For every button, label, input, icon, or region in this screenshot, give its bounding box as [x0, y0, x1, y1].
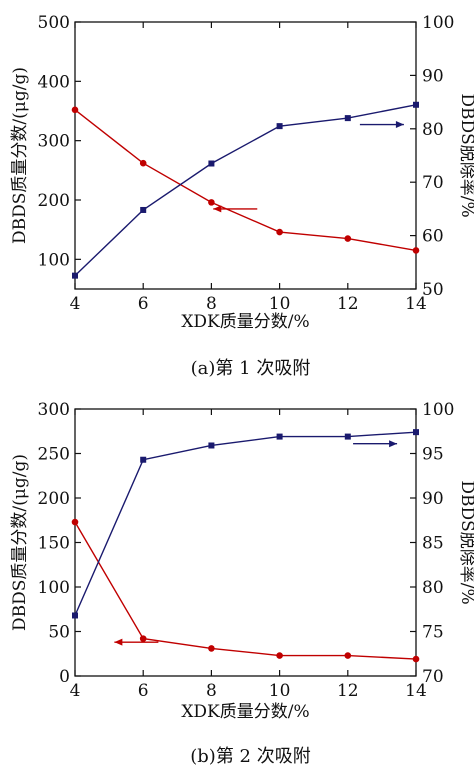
series-0-point: [412, 655, 420, 663]
series-0-point: [71, 106, 79, 114]
series-0-point: [139, 635, 147, 642]
x-tick-label: 8: [206, 294, 217, 314]
y-right-axis-label: DBDS脱除率/%: [457, 480, 474, 604]
x-axis-label: XDK质量分数/%: [181, 702, 309, 722]
series-0-point: [208, 199, 215, 206]
y-right-tick-label: 90: [422, 489, 444, 509]
y-right-tick-label: 50: [422, 280, 444, 300]
x-tick-label: 14: [405, 294, 427, 314]
series-1-line: [74, 431, 417, 616]
y-left-tick-label: 100: [38, 578, 70, 598]
chart-panel-a: 4 6 8 10 12 14 100 200 300 400 500 50 60 70 80 90 100 DBD…: [10, 13, 474, 379]
plot-frame: [74, 408, 417, 677]
series-0-arrowhead: [213, 205, 222, 213]
y-right-tick-label: 100: [422, 13, 454, 33]
x-axis-label: XDK质量分数/%: [181, 312, 309, 332]
y-right-tick-label: 70: [422, 173, 444, 193]
y-right-tick-label: 85: [422, 534, 444, 554]
series-1-arrowhead: [389, 440, 398, 448]
series-1-point: [413, 429, 419, 436]
series-1-point: [72, 612, 78, 619]
series-1-point: [140, 456, 147, 463]
y-right-tick-label: 90: [422, 66, 444, 86]
x-tick-label: 6: [138, 681, 149, 701]
series-0-point: [139, 159, 147, 167]
y-left-tick-label: 300: [38, 400, 70, 420]
y-left-tick-label: 0: [59, 667, 70, 687]
y-left-tick-label: 200: [38, 191, 70, 211]
series-1-point: [344, 433, 351, 440]
y-right-tick-label: 95: [422, 445, 444, 465]
y-left-tick-label: 300: [38, 132, 70, 152]
x-tick-label: 10: [269, 681, 291, 701]
x-tick-label: 8: [206, 681, 217, 701]
series-0-arrowhead: [114, 638, 123, 646]
series-1-point: [72, 272, 78, 279]
x-tick-label: 14: [405, 681, 427, 701]
series-0-point: [276, 652, 283, 659]
x-tick-label: 4: [70, 294, 81, 314]
series-0-point: [344, 652, 352, 659]
y-left-axis-label: DBDS质量分数/(μg/g): [10, 454, 30, 631]
y-right-tick-label: 100: [422, 400, 454, 420]
series-1-arrowhead: [395, 121, 404, 129]
y-right-tick-label: 80: [422, 120, 444, 140]
y-left-tick-label: 150: [38, 534, 70, 554]
figure-caption: (a)第 1 次吸附: [191, 358, 311, 379]
series-0-point: [344, 235, 352, 242]
series-1-point: [413, 101, 419, 108]
y-left-axis-label: DBDS质量分数/(μg/g): [10, 67, 30, 244]
series-0-point: [208, 645, 215, 652]
series-1-point: [140, 206, 147, 213]
y-right-axis-label: DBDS脱除率/%: [457, 93, 474, 217]
series-0-line: [74, 109, 417, 252]
x-tick-label: 12: [337, 681, 359, 701]
y-right-tick-label: 75: [422, 623, 444, 643]
y-left-tick-label: 250: [38, 445, 70, 465]
y-right-tick-label: 60: [422, 227, 444, 247]
x-tick-label: 12: [337, 294, 359, 314]
y-right-tick-label: 80: [422, 578, 444, 598]
y-left-tick-label: 400: [38, 72, 70, 92]
y-left-tick-label: 50: [48, 623, 70, 643]
plot-frame: [74, 21, 417, 290]
series-1-line: [74, 104, 417, 277]
series-1-point: [276, 123, 283, 130]
y-left-tick-label: 200: [38, 489, 70, 509]
series-0-point: [71, 518, 79, 526]
figure-caption: (b)第 2 次吸附: [190, 746, 310, 767]
series-1-point: [276, 433, 283, 440]
x-tick-label: 10: [269, 294, 291, 314]
series-0-line: [74, 521, 417, 660]
y-left-tick-label: 100: [38, 250, 70, 270]
y-right-tick-label: 70: [422, 667, 444, 687]
series-1-point: [208, 160, 215, 167]
series-0-point: [276, 228, 283, 236]
y-left-tick-label: 500: [38, 13, 70, 33]
chart-panel-b: 4 6 8 10 12 14 0 50 100 150 200 250 300 70 75 80 85 90 95 1…: [10, 400, 474, 767]
series-0-point: [412, 247, 420, 254]
series-1-point: [344, 115, 351, 122]
x-tick-label: 4: [70, 681, 81, 701]
series-1-point: [208, 442, 215, 449]
x-tick-label: 6: [138, 294, 149, 314]
